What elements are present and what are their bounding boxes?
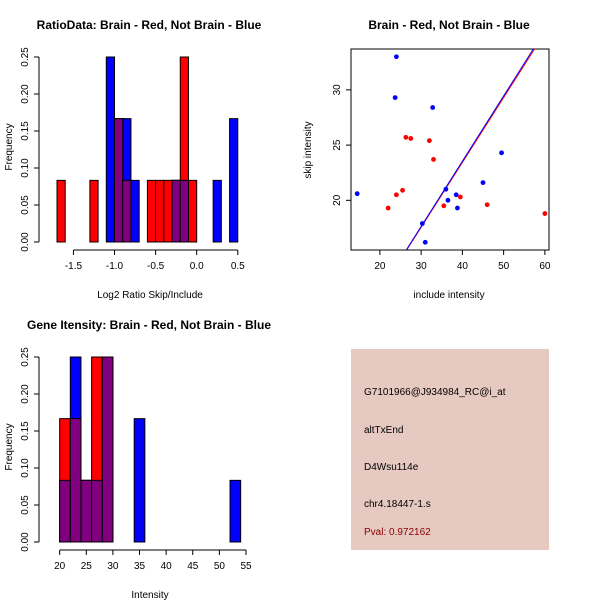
- info-panel: G7101966@J934984_RC@i_at altTxEnd D4Wsu1…: [351, 349, 549, 550]
- scatter-point-red-3: [403, 134, 409, 140]
- scatter-point-blue-8: [453, 192, 459, 198]
- intensity-scatter: Brain - Red, Not Brain - Blue include in…: [303, 18, 551, 301]
- p3-x-tick-label: 40: [161, 561, 173, 572]
- scatter-point-red-10: [542, 211, 548, 216]
- p1-y-tick-label: 0.15: [20, 121, 31, 141]
- p1-red-bar-6: [163, 179, 173, 243]
- p1-y-tick-label: 0.25: [20, 47, 31, 67]
- scatter-point-red-7: [441, 203, 447, 209]
- p1-y-tick-label: 0.20: [20, 84, 31, 104]
- p3-y-tick-label: 0.05: [20, 495, 31, 515]
- p3-x-tick-label: 20: [54, 561, 66, 572]
- gene-name: D4Wsu114e: [364, 462, 419, 473]
- scatter-fit-line-blue: [405, 48, 534, 251]
- pval: Pval: 0.972162: [364, 527, 431, 538]
- location: chr4.18447-1.s: [364, 499, 431, 510]
- scatter-x-tick-label: 60: [539, 261, 551, 272]
- p3-y-tick-label: 0.15: [20, 421, 31, 441]
- scatter-point-blue-5: [430, 105, 436, 110]
- gene-histogram-xlabel: Intensity: [131, 590, 168, 600]
- event-type: altTxEnd: [364, 425, 404, 436]
- p1-red-bar-5: [155, 179, 165, 243]
- p3-overlap-bar-3: [91, 479, 103, 543]
- p3-x-tick-label: 50: [214, 561, 226, 572]
- p1-blue-bar-6: [212, 179, 222, 243]
- ratio-histogram-ylabel: Frequency: [4, 123, 15, 170]
- p1-overlap-bar-2: [114, 118, 124, 243]
- scatter-title: Brain - Red, Not Brain - Blue: [368, 18, 530, 32]
- p1-red-bar-0: [56, 179, 66, 243]
- p3-y-tick-label: 0.10: [20, 458, 31, 478]
- p1-x-tick-label: 0.0: [190, 261, 204, 272]
- scatter-point-blue-2: [393, 54, 399, 60]
- scatter-point-red-0: [385, 205, 391, 211]
- p1-blue-bar-0: [105, 56, 116, 243]
- p3-y-tick-label: 0.20: [20, 384, 31, 404]
- scatter-point-red-4: [408, 136, 414, 141]
- scatter-frame: [350, 48, 550, 251]
- gene-histogram-ylabel: Frequency: [4, 423, 15, 470]
- scatter-point-blue-1: [392, 95, 398, 100]
- scatter-x-tick-label: 20: [374, 261, 386, 272]
- p1-x-tick-label: 0.5: [231, 261, 245, 272]
- scatter-x-tick-label: 30: [416, 261, 428, 272]
- scatter-point-red-5: [426, 138, 432, 144]
- p3-y-tick-label: 0.25: [20, 347, 31, 367]
- scatter-x-tick-label: 40: [457, 261, 469, 272]
- ratio-histogram: RatioData: Brain - Red, Not Brain - Blue…: [4, 18, 262, 301]
- scatter-x-tick-label: 50: [498, 261, 510, 272]
- scatter-y-tick-label: 30: [332, 84, 343, 96]
- p3-overlap-bar-2: [80, 479, 93, 543]
- p1-overlap-bar-3: [122, 179, 132, 243]
- p1-blue-bar-7: [229, 118, 239, 243]
- p1-red-bar-4: [146, 179, 157, 243]
- p3-overlap-bar-4: [101, 356, 114, 543]
- scatter-point-blue-3: [419, 221, 425, 226]
- scatter-point-red-1: [393, 192, 399, 198]
- scatter-point-blue-11: [499, 150, 504, 156]
- p3-overlap-bar-1: [69, 418, 82, 543]
- p1-x-tick-label: -0.5: [147, 261, 165, 272]
- p3-y-tick-label: 0.00: [20, 532, 31, 552]
- p1-blue-bar-3: [130, 179, 140, 243]
- p1-x-tick-label: -1.0: [106, 261, 124, 272]
- p1-x-tick-label: -1.5: [65, 261, 83, 272]
- p1-overlap-bar-8: [179, 179, 189, 243]
- p3-x-tick-label: 35: [134, 561, 146, 572]
- scatter-point-blue-0: [354, 191, 360, 197]
- scatter-point-blue-7: [445, 197, 451, 203]
- scatter-point-red-6: [431, 157, 436, 162]
- scatter-point-blue-4: [422, 239, 428, 245]
- p3-x-tick-label: 25: [81, 561, 93, 572]
- p1-y-tick-label: 0.05: [20, 195, 31, 215]
- scatter-point-red-8: [457, 194, 463, 200]
- ratio-histogram-xlabel: Log2 Ratio Skip/Include: [97, 290, 203, 301]
- p3-blue-bar-5: [133, 418, 146, 543]
- p3-x-tick-label: 30: [107, 561, 119, 572]
- scatter-point-blue-6: [443, 186, 449, 192]
- scatter-point-red-2: [400, 187, 405, 193]
- p1-y-tick-label: 0.00: [20, 232, 31, 252]
- scatter-ylabel: skip intensity: [303, 121, 314, 178]
- probe-id: G7101966@J934984_RC@i_at: [364, 387, 506, 398]
- p3-overlap-bar-0: [59, 479, 71, 543]
- p3-blue-bar-6: [229, 479, 242, 543]
- scatter-point-red-9: [484, 202, 490, 208]
- p3-x-tick-label: 55: [240, 561, 252, 572]
- p1-y-tick-label: 0.10: [20, 158, 31, 178]
- p3-x-tick-label: 45: [187, 561, 199, 572]
- p1-red-bar-1: [89, 179, 99, 243]
- ratio-histogram-title: RatioData: Brain - Red, Not Brain - Blue: [37, 18, 262, 32]
- p1-red-bar-9: [187, 179, 198, 243]
- scatter-xlabel: include intensity: [413, 290, 484, 301]
- p1-overlap-bar-7: [171, 179, 181, 243]
- gene-intensity-histogram: Gene Itensity: Brain - Red, Not Brain - …: [4, 318, 271, 600]
- scatter-point-blue-10: [480, 180, 486, 186]
- scatter-point-blue-9: [455, 205, 460, 211]
- scatter-y-tick-label: 25: [332, 139, 343, 151]
- scatter-y-tick-label: 20: [332, 194, 343, 206]
- gene-histogram-title: Gene Itensity: Brain - Red, Not Brain - …: [27, 318, 271, 332]
